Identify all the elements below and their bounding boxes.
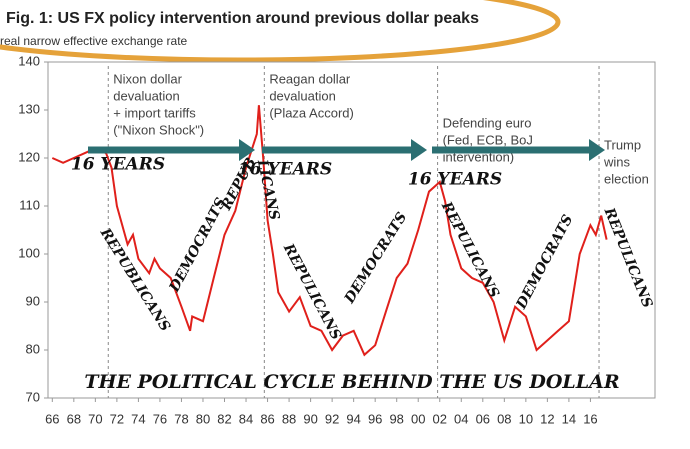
handwritten-note: 16 YEARS <box>71 155 165 175</box>
x-tick-label: 92 <box>325 411 339 426</box>
y-tick-label: 70 <box>26 389 40 404</box>
event-label: Defending euro <box>443 115 532 130</box>
event-label: Nixon dollar <box>113 71 182 86</box>
x-tick-label: 12 <box>540 411 554 426</box>
x-tick-label: 66 <box>45 411 59 426</box>
event-label: + import tariffs <box>113 105 196 120</box>
event-label: election <box>604 171 649 186</box>
series-line <box>51 105 608 357</box>
x-tick-label: 70 <box>88 411 102 426</box>
x-tick-label: 06 <box>476 411 490 426</box>
handwritten-note: 16 YEARS <box>238 160 332 180</box>
handwritten-note: 16 YEARS <box>408 170 502 190</box>
x-tick-label: 74 <box>131 411 145 426</box>
x-tick-label: 80 <box>196 411 210 426</box>
x-tick-label: 82 <box>217 411 231 426</box>
y-tick-label: 90 <box>26 293 40 308</box>
y-tick-label: 140 <box>18 53 40 68</box>
event-label: Reagan dollar <box>269 71 351 86</box>
x-tick-label: 72 <box>110 411 124 426</box>
chart-title: Fig. 1: US FX policy intervention around… <box>6 10 479 27</box>
arrow-head <box>239 139 255 161</box>
y-tick-label: 80 <box>26 341 40 356</box>
event-label: ("Nixon Shock") <box>113 122 204 137</box>
event-label: devaluation <box>269 88 336 103</box>
x-tick-label: 76 <box>153 411 167 426</box>
arrow-head <box>411 139 427 161</box>
y-tick-label: 130 <box>18 101 40 116</box>
y-tick-label: 110 <box>19 197 40 212</box>
event-label: (Plaza Accord) <box>269 105 354 120</box>
x-tick-label: 68 <box>67 411 81 426</box>
x-tick-label: 78 <box>174 411 188 426</box>
x-tick-label: 98 <box>389 411 403 426</box>
event-label: devaluation <box>113 88 180 103</box>
x-tick-label: 10 <box>519 411 533 426</box>
event-label: (Fed, ECB, BoJ <box>443 132 533 147</box>
x-tick-label: 02 <box>433 411 447 426</box>
x-tick-label: 00 <box>411 411 425 426</box>
x-tick-label: 84 <box>239 411 253 426</box>
highlight-ellipse <box>0 0 561 63</box>
x-tick-label: 86 <box>260 411 274 426</box>
y-tick-label: 100 <box>18 245 40 260</box>
x-tick-label: 14 <box>562 411 576 426</box>
event-label: Trump <box>604 137 641 152</box>
event-label: wins <box>603 154 631 169</box>
x-tick-label: 94 <box>346 411 360 426</box>
caption: THE POLITICAL CYCLE BEHIND THE US DOLLAR <box>84 371 619 393</box>
x-tick-label: 04 <box>454 411 468 426</box>
x-tick-label: 08 <box>497 411 511 426</box>
arrow-head <box>589 139 605 161</box>
y-tick-label: 120 <box>18 149 40 164</box>
plot-frame <box>47 61 656 399</box>
x-tick-label: 16 <box>583 411 597 426</box>
x-tick-label: 90 <box>303 411 317 426</box>
x-tick-label: 88 <box>282 411 296 426</box>
chart-subtitle: real narrow effective exchange rate <box>0 34 188 48</box>
x-tick-label: 96 <box>368 411 382 426</box>
